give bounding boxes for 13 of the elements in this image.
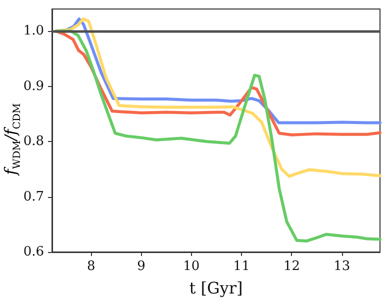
y-tick-label: 0.9 <box>23 78 44 94</box>
line-series <box>54 30 382 242</box>
y-tick-label: 0.8 <box>23 134 44 150</box>
y-tick-label: 0.7 <box>23 189 44 204</box>
x-tick-label: 10 <box>183 259 200 274</box>
x-tick-label: 13 <box>334 259 350 274</box>
x-tick-label: 9 <box>137 259 146 274</box>
x-axis-title: t [Gyr] <box>189 278 243 298</box>
x-tick-label: 11 <box>233 259 250 274</box>
y-tick-label: 0.6 <box>23 244 44 260</box>
x-tick-label: 12 <box>283 259 300 274</box>
x-tick-label: 8 <box>86 259 96 274</box>
y-tick-label: 1.0 <box>23 24 44 39</box>
